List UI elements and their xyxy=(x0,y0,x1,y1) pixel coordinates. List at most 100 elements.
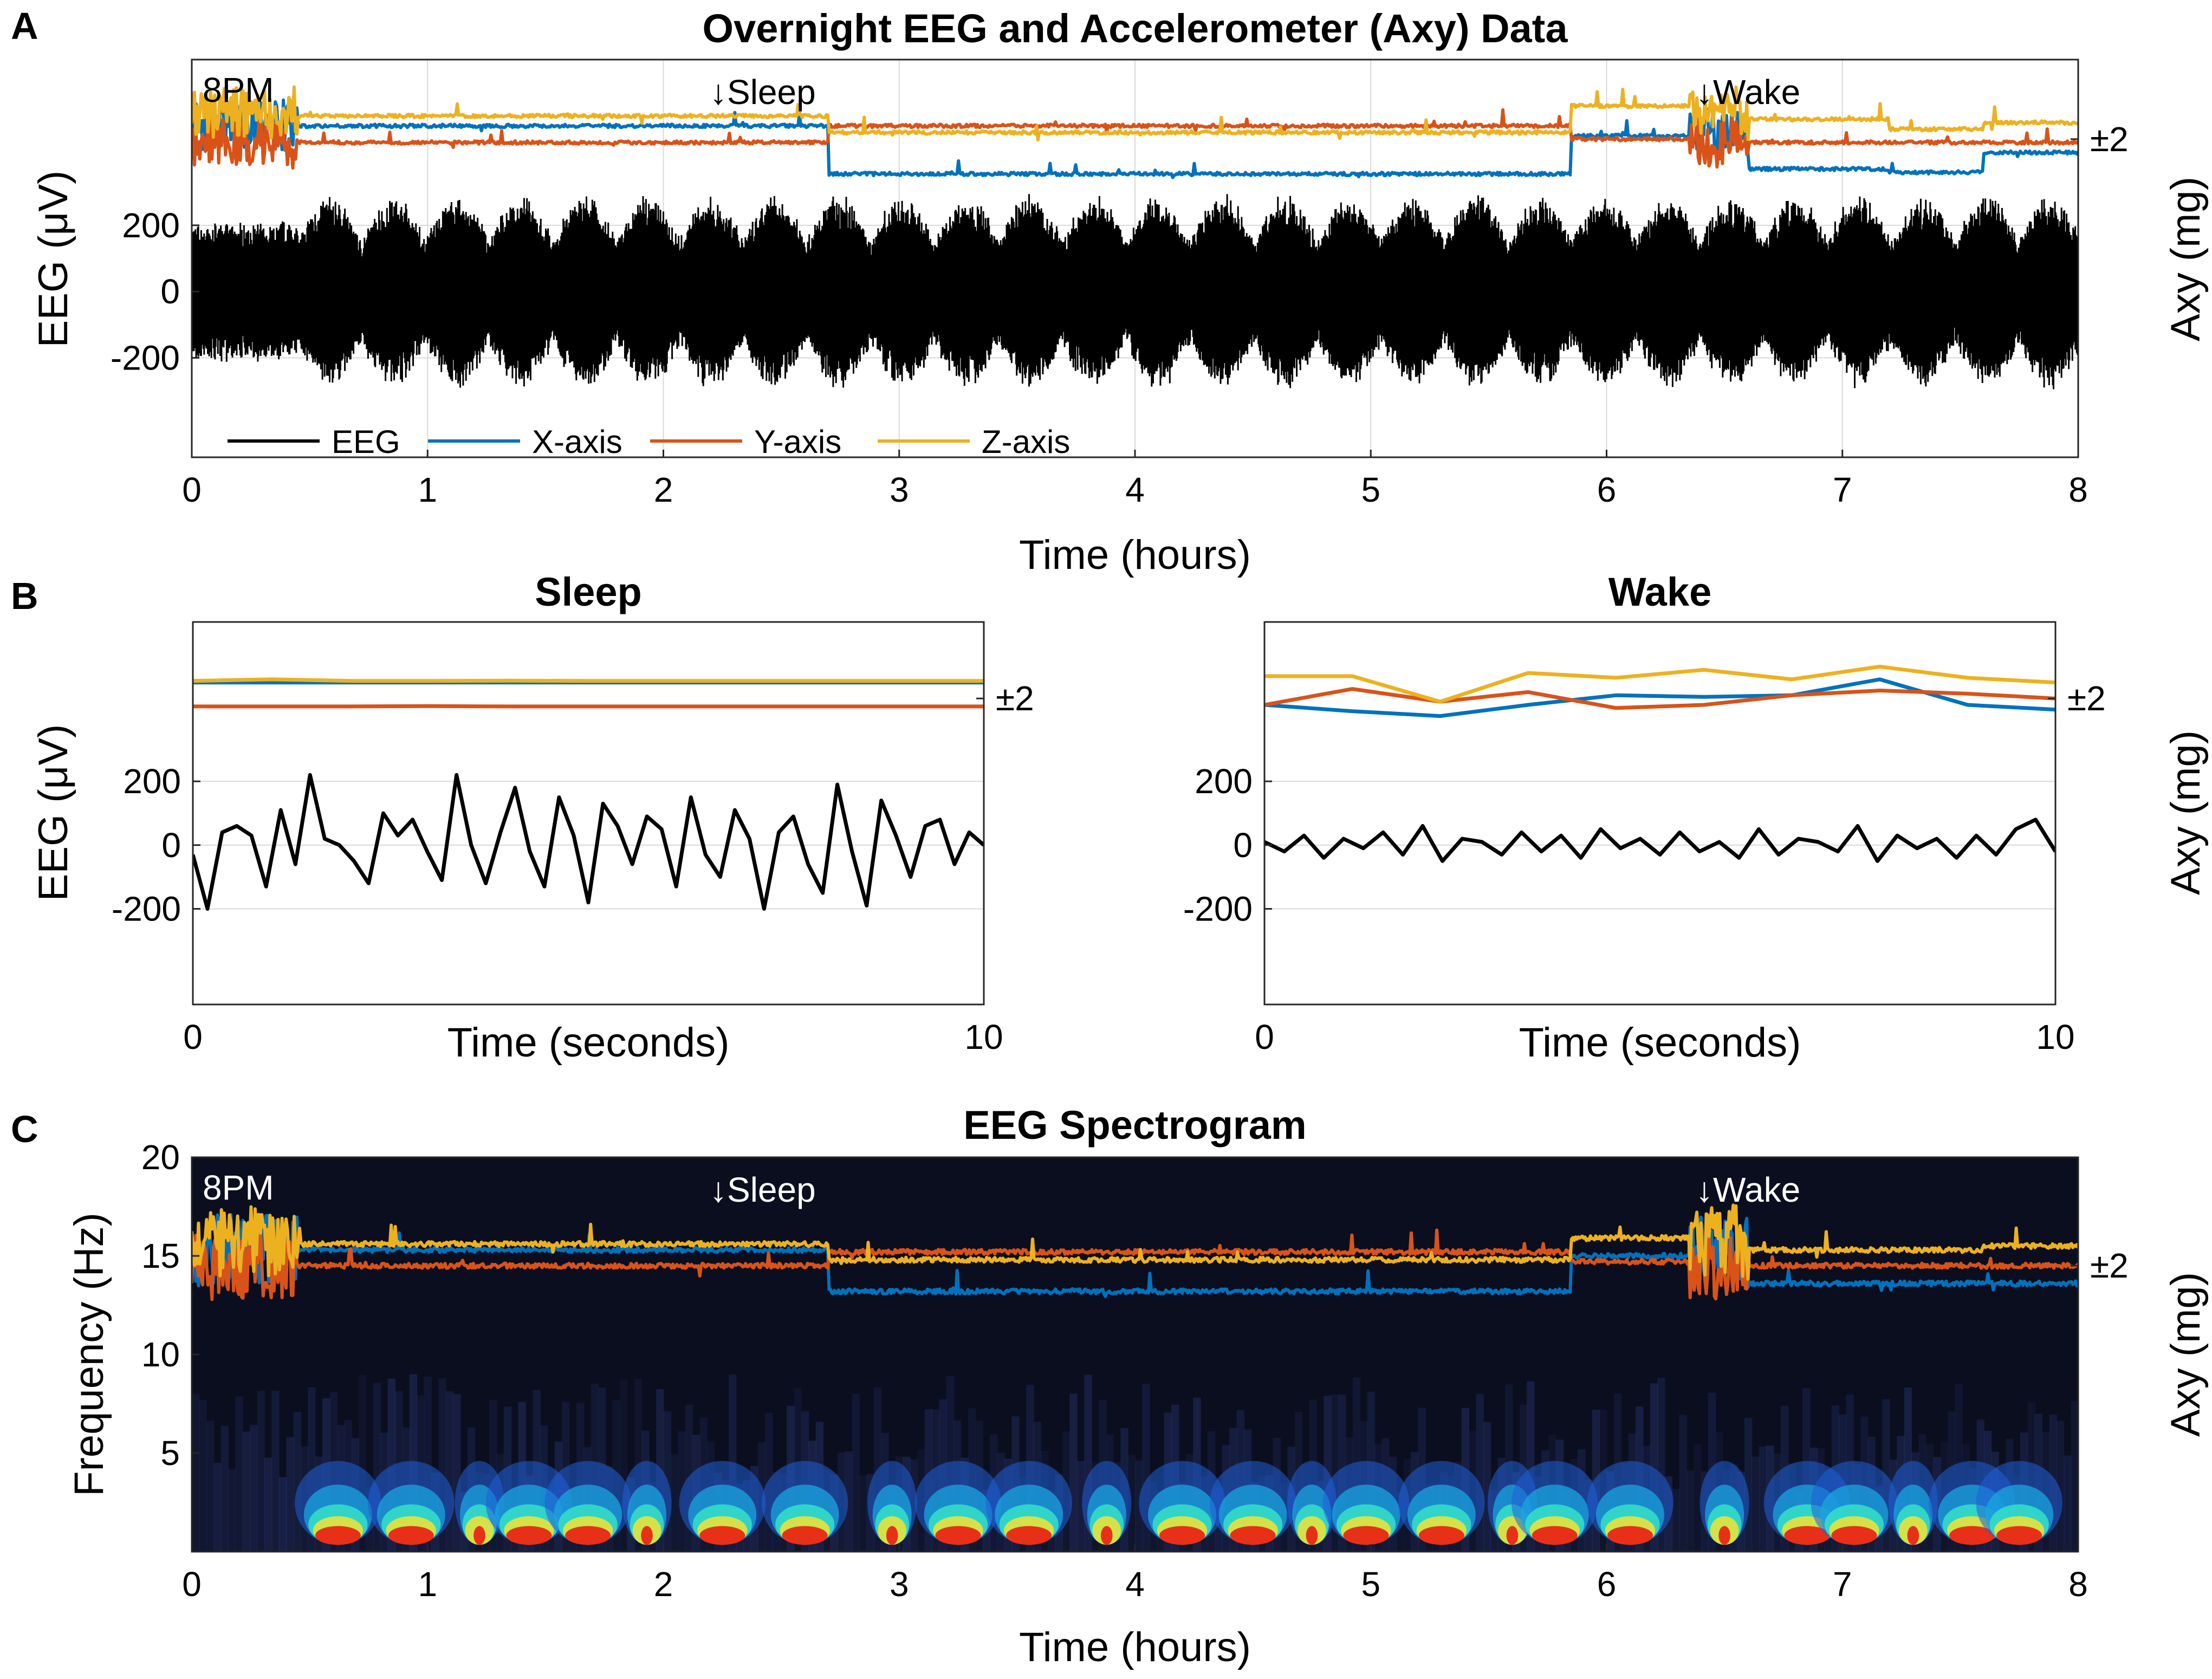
panel-a-xtick-label: 3 xyxy=(890,470,909,509)
spectrogram-column xyxy=(213,1463,222,1552)
panel-b-wake-yticks: 200 0 -200 ±2 xyxy=(1183,679,2106,928)
panel-a-xtick-label: 4 xyxy=(1125,470,1145,509)
panel-c-annotation-sleep: ↓Sleep xyxy=(710,1170,816,1209)
spectrogram-burst xyxy=(1306,1526,1318,1545)
panel-b-wake-ylabel: Axy (mg) xyxy=(2163,730,2209,895)
legend-label-eeg: EEG xyxy=(332,424,400,460)
panel-c-annotation-wake: ↓Wake xyxy=(1696,1170,1800,1209)
panel-b-wake-z-axis-line xyxy=(1264,664,2055,704)
panel-c-xtick-label: 0 xyxy=(182,1565,202,1604)
panel-c-xtick-label: 2 xyxy=(654,1565,673,1604)
panel-c-xtick-label: 6 xyxy=(1597,1565,1617,1604)
panel-b-wake-xticks: 0 10 xyxy=(1255,997,2075,1056)
panel-a-xlabel: Time (hours) xyxy=(1019,532,1251,578)
spectrogram-column xyxy=(228,1469,236,1552)
spectrogram-column xyxy=(199,1400,207,1552)
spectrogram-burst xyxy=(1506,1526,1519,1545)
panel-b-sleep-series xyxy=(193,677,984,911)
spectrogram-column xyxy=(1672,1489,1680,1552)
panel-b-sleep-z-axis-line xyxy=(193,677,984,683)
spectrogram-column xyxy=(286,1437,294,1552)
spectrogram-column xyxy=(264,1457,273,1552)
panel-c-title: EEG Spectrogram xyxy=(963,1103,1306,1148)
spectrogram-column xyxy=(1483,1422,1491,1552)
spectrogram-burst xyxy=(699,1526,745,1545)
panel-a-title: Overnight EEG and Accelerometer (Axy) Da… xyxy=(703,6,1568,51)
spectrogram-burst xyxy=(1784,1526,1830,1545)
panel-b-wake-eeg-line xyxy=(1264,818,2055,863)
panel-b-sleep-yticks: 200 0 -200 ±2 xyxy=(112,679,1034,928)
spectrogram-burst xyxy=(473,1526,485,1545)
panel-c-ytick-label: 10 xyxy=(141,1335,180,1374)
panel-b-wake-xtick-label: 10 xyxy=(2036,1017,2074,1056)
panel-b-sleep-right-tick-label: ±2 xyxy=(996,679,1034,718)
legend-label-y-axis: Y-axis xyxy=(754,424,841,460)
spectrogram-column xyxy=(859,1475,867,1552)
spectrogram-column xyxy=(1694,1444,1702,1552)
panel-b-sleep-xlabel: Time (seconds) xyxy=(447,1020,730,1066)
panel-c-right-tick-label: ±2 xyxy=(2090,1246,2129,1285)
spectrogram-burst xyxy=(1907,1526,1919,1545)
spectrogram-burst xyxy=(388,1526,434,1545)
panel-c-z-axis-line xyxy=(192,1203,2078,1281)
panel-b-sleep-axes-box xyxy=(192,621,985,1006)
spectrogram-burst xyxy=(641,1526,653,1545)
panel-c-xtick-label: 8 xyxy=(2068,1565,2088,1604)
panel-a-letter: A xyxy=(11,5,38,47)
panel-a-xtick-label: 5 xyxy=(1361,470,1380,509)
panel-a-z-axis-line xyxy=(192,85,2078,141)
spectrogram-column xyxy=(1752,1456,1760,1552)
panel-b-sleep-xtick-label: 0 xyxy=(183,1017,203,1056)
spectrogram-burst xyxy=(1532,1526,1578,1545)
spectrogram-column xyxy=(271,1390,280,1552)
spectrogram-column xyxy=(453,1393,461,1552)
panel-a-legend: EEG X-axis Y-axis Z-axis xyxy=(228,424,1070,460)
panel-c-xtick-label: 1 xyxy=(418,1565,437,1604)
panel-c-x-axis-line xyxy=(192,1213,2078,1298)
panel-b-sleep-ytick-label: 200 xyxy=(123,762,181,801)
spectrogram-column xyxy=(235,1396,243,1552)
panel-b: B Sleep Wake 200 0 -200 ±2 0 10 Time (second… xyxy=(11,569,2209,1066)
panel-b-wake-axes-box xyxy=(1263,621,2057,1006)
panel-c-xtick-label: 7 xyxy=(1833,1565,1852,1604)
panel-a-xticks: 0 1 2 3 4 5 6 7 8 xyxy=(182,450,2088,509)
spectrogram-burst xyxy=(1949,1526,1995,1545)
spectrogram-burst xyxy=(1718,1526,1730,1545)
panel-a-annotation-sleep: ↓Sleep xyxy=(710,73,816,112)
panel-a-yticks: 200 0 -200 ±2 xyxy=(111,120,2129,378)
panel-b-wake-ytick-label: 200 xyxy=(1195,762,1253,801)
panel-b-sleep-eeg-line xyxy=(193,773,984,911)
panel-c-ytick-label: 15 xyxy=(141,1236,180,1275)
panel-a-ylabel-right: Axy (mg) xyxy=(2163,177,2209,341)
panel-b-wake-xlabel: Time (seconds) xyxy=(1519,1020,1801,1066)
spectrogram-column xyxy=(1069,1393,1078,1552)
panel-b-wake-y-axis-line xyxy=(1264,687,2055,710)
spectrogram-column xyxy=(852,1393,860,1552)
spectrogram-column xyxy=(1476,1393,1484,1552)
panel-a-x-axis-line xyxy=(192,98,2078,179)
spectrogram-burst xyxy=(315,1526,361,1545)
panel-b-wake-ytick-label: 0 xyxy=(1233,826,1253,865)
spectrogram-column xyxy=(250,1425,258,1552)
spectrogram-burst xyxy=(782,1526,828,1545)
panel-c-annotation-8pm: 8PM xyxy=(203,1168,274,1207)
spectrogram-burst xyxy=(886,1526,898,1545)
spectrogram-burst xyxy=(565,1526,611,1545)
spectrogram-column xyxy=(192,1393,200,1552)
panel-b-sleep-xticks: 0 10 xyxy=(183,997,1003,1056)
panel-a-right-tick-label: ±2 xyxy=(2090,120,2129,159)
spectrogram-column xyxy=(845,1451,853,1552)
panel-a-eeg-series xyxy=(192,194,2078,390)
panel-a-ytick-label: 200 xyxy=(122,206,180,245)
spectrogram-column xyxy=(1076,1461,1085,1552)
panel-a-annotation-8pm: 8PM xyxy=(203,70,274,109)
panel-a-xtick-label: 8 xyxy=(2068,470,2088,509)
spectrogram-column xyxy=(2071,1401,2078,1552)
panel-a-annotation-wake: ↓Wake xyxy=(1696,73,1800,112)
panel-b-wake-right-tick-label: ±2 xyxy=(2067,679,2106,718)
panel-a-ylabel: EEG (μV) xyxy=(30,171,76,348)
spectrogram-burst xyxy=(1100,1526,1113,1545)
panel-b-wake-grid xyxy=(1264,781,2055,910)
panel-a-xtick-label: 2 xyxy=(654,470,673,509)
